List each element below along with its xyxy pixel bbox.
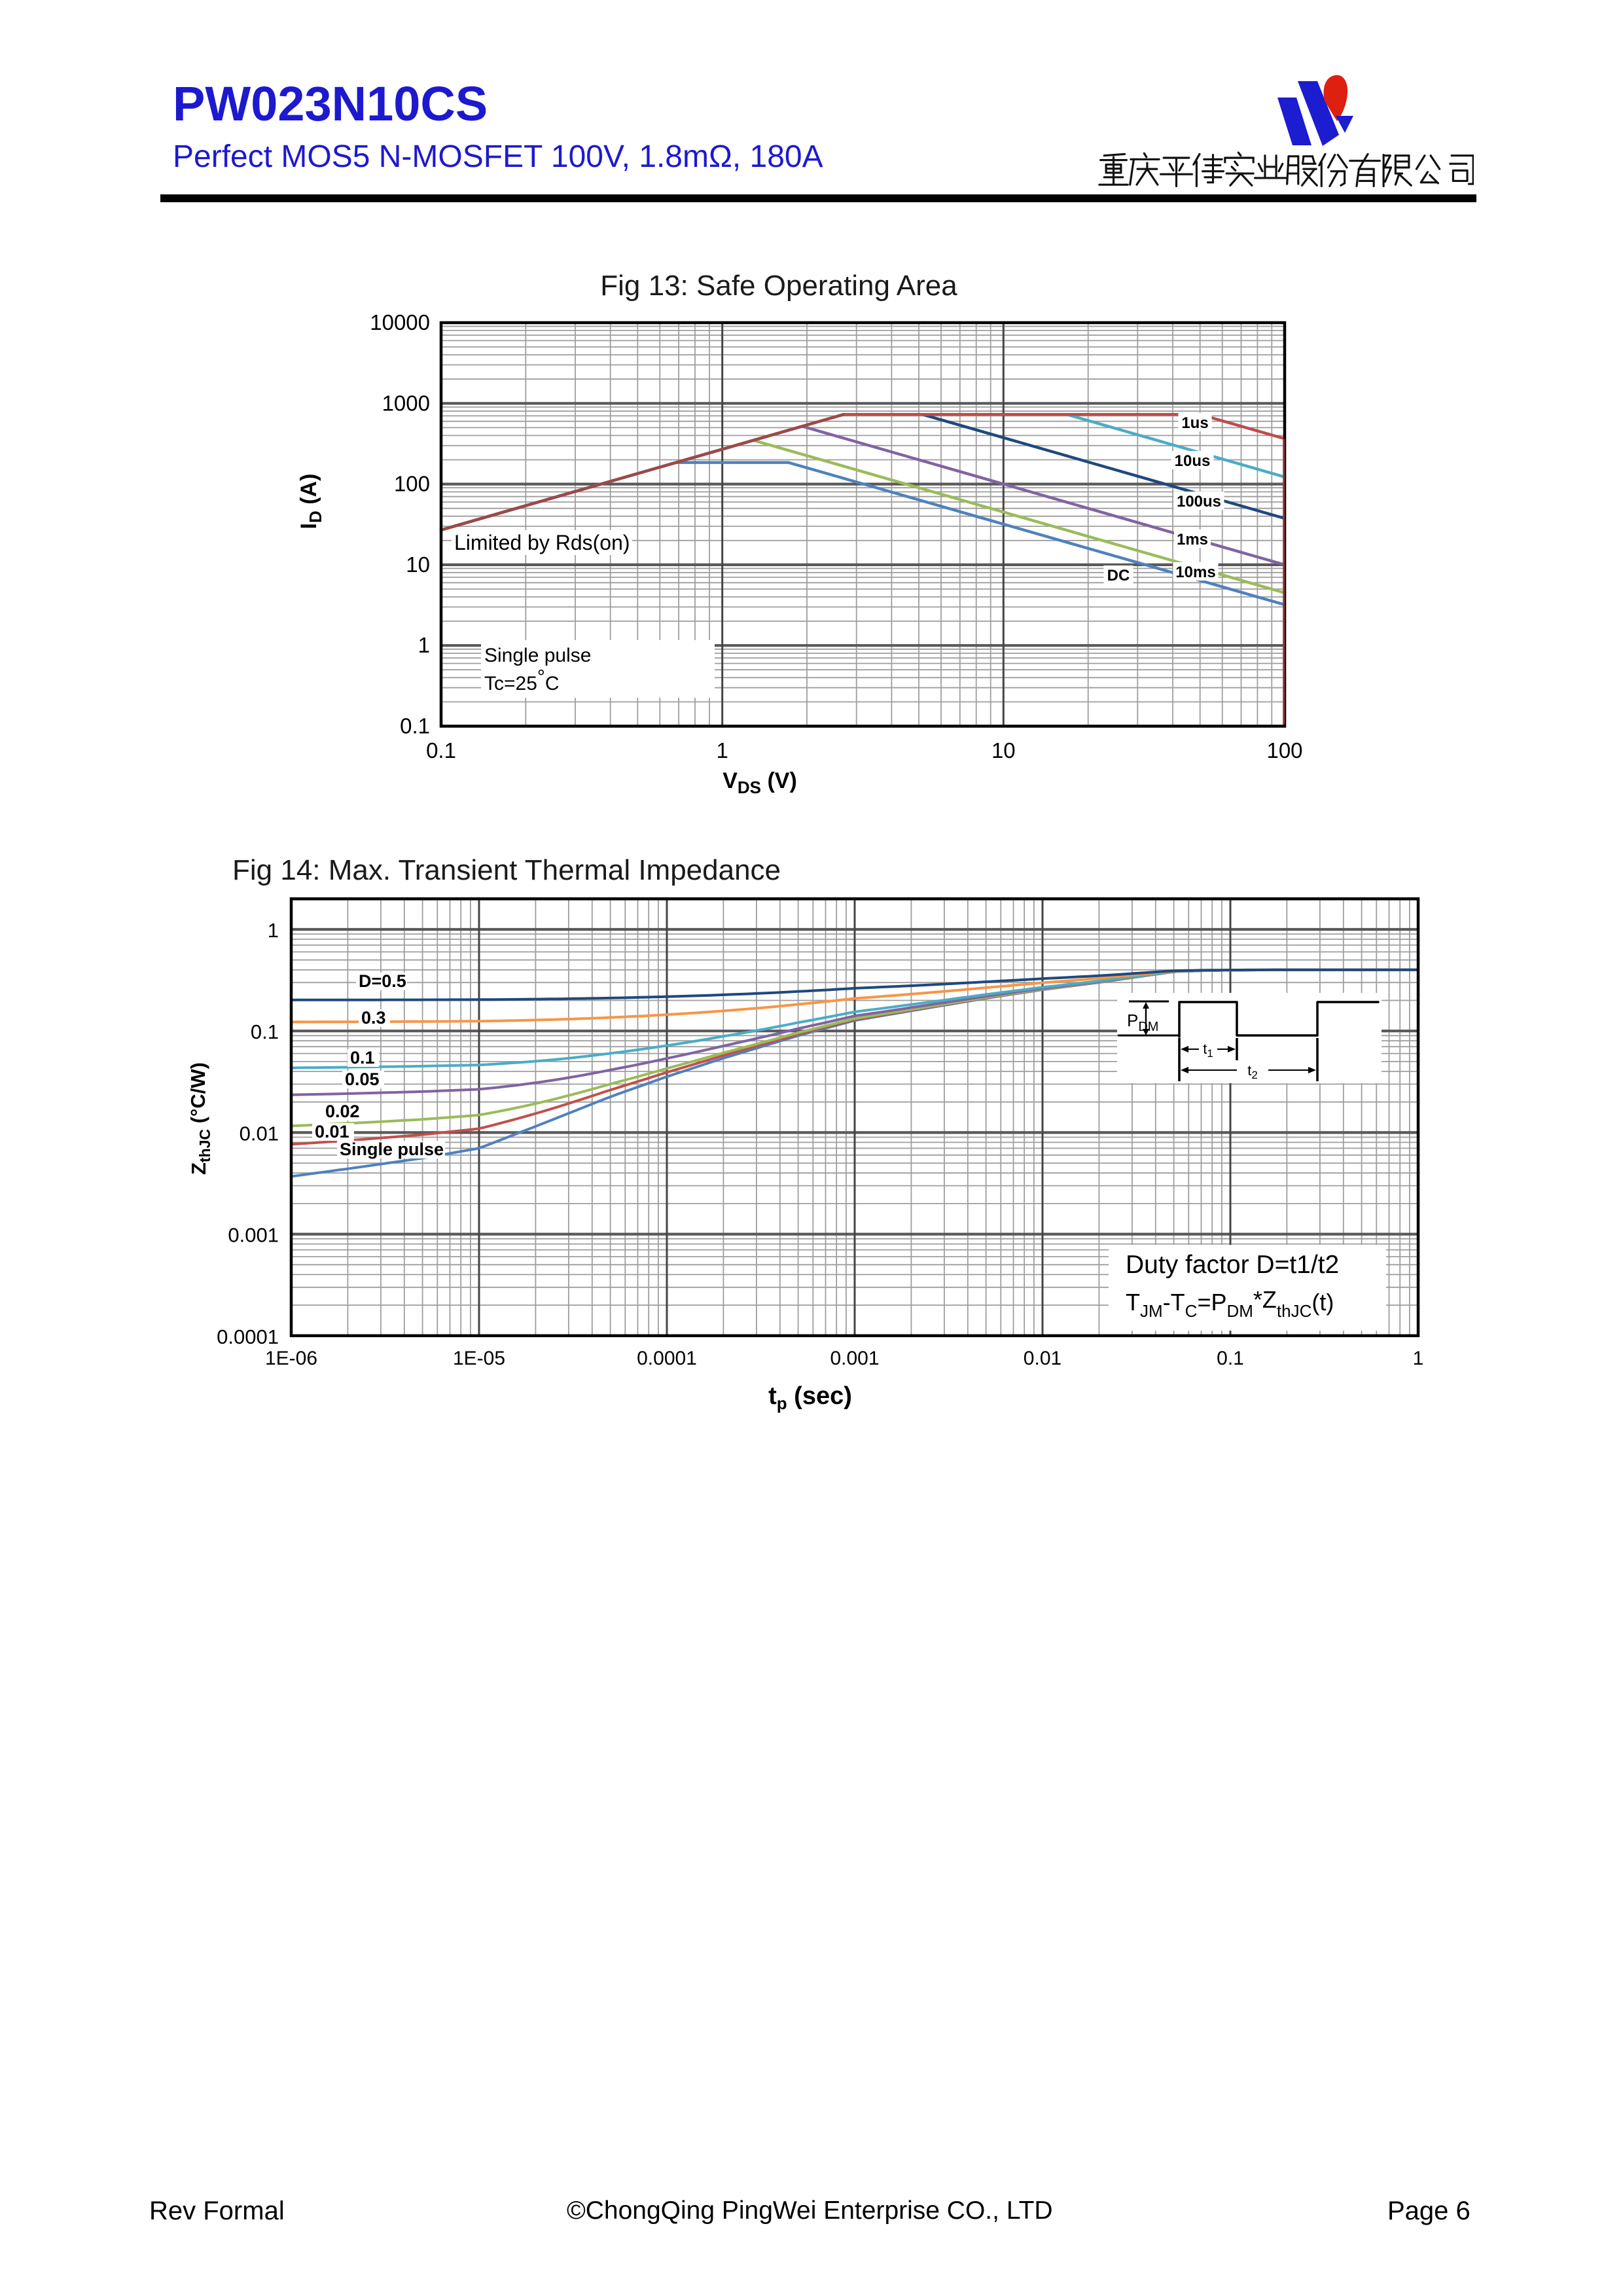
svg-text:0.1: 0.1 <box>1217 1348 1244 1369</box>
svg-text:ID (A): ID (A) <box>296 474 325 529</box>
svg-text:1: 1 <box>717 738 728 762</box>
svg-text:1E-05: 1E-05 <box>453 1348 505 1369</box>
svg-text:0.001: 0.001 <box>228 1224 279 1247</box>
svg-text:0.0001: 0.0001 <box>217 1325 279 1348</box>
svg-text:D=0.5: D=0.5 <box>359 971 406 991</box>
svg-text:DC: DC <box>1107 567 1130 584</box>
svg-text:0.001: 0.001 <box>830 1348 879 1369</box>
svg-text:0.3: 0.3 <box>361 1008 386 1028</box>
svg-text:Fig 14: Max. Transient Thermal: Fig 14: Max. Transient Thermal Impedance <box>232 854 781 886</box>
svg-text:100us: 100us <box>1177 493 1221 511</box>
svg-text:0.0001: 0.0001 <box>637 1348 697 1369</box>
svg-text:100: 100 <box>394 472 430 496</box>
svg-text:100: 100 <box>1266 738 1302 762</box>
svg-text:1: 1 <box>268 919 279 942</box>
svg-text:Single pulse: Single pulse <box>340 1139 444 1159</box>
svg-text:0.02: 0.02 <box>325 1102 360 1121</box>
svg-text:0.01: 0.01 <box>315 1122 349 1141</box>
svg-text:0.01: 0.01 <box>240 1122 279 1145</box>
svg-text:ZthJC (°C/W): ZthJC (°C/W) <box>187 1062 213 1175</box>
svg-text:10ms: 10ms <box>1175 564 1215 581</box>
svg-text:1: 1 <box>1413 1348 1424 1369</box>
svg-text:Duty factor D=t1/t2: Duty factor D=t1/t2 <box>1126 1251 1339 1279</box>
svg-text:0.1: 0.1 <box>426 738 456 762</box>
svg-text:1000: 1000 <box>382 391 430 415</box>
svg-text:Single pulse: Single pulse <box>484 645 591 666</box>
svg-text:0.01: 0.01 <box>1024 1348 1061 1369</box>
svg-text:1: 1 <box>418 633 430 657</box>
svg-text:tp (sec): tp (sec) <box>768 1382 852 1413</box>
svg-text:Fig 13: Safe Operating Area: Fig 13: Safe Operating Area <box>600 270 957 302</box>
svg-text:0.05: 0.05 <box>345 1069 380 1089</box>
svg-text:Limited by Rds(on): Limited by Rds(on) <box>454 531 630 554</box>
svg-text:1ms: 1ms <box>1177 531 1208 548</box>
svg-text:10us: 10us <box>1175 452 1211 470</box>
svg-text:1us: 1us <box>1181 414 1208 432</box>
svg-text:0.1: 0.1 <box>251 1020 279 1043</box>
svg-text:10000: 10000 <box>370 310 430 334</box>
svg-text:0.1: 0.1 <box>400 714 430 738</box>
svg-text:10: 10 <box>406 552 430 577</box>
svg-text:VDS (V): VDS (V) <box>722 768 797 797</box>
svg-text:0.1: 0.1 <box>350 1048 375 1067</box>
svg-text:1E-06: 1E-06 <box>265 1348 317 1369</box>
svg-text:10: 10 <box>991 738 1016 762</box>
